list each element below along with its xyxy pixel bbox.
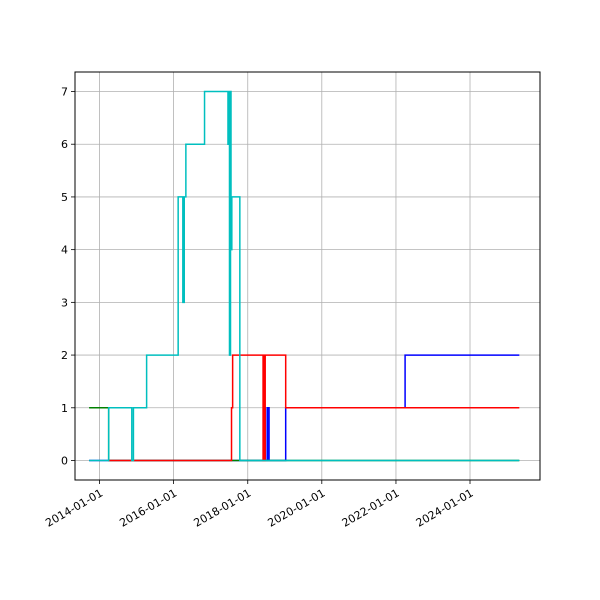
series-line-3 xyxy=(89,90,520,462)
y-tick-label: 1 xyxy=(61,402,68,415)
x-axis: 2014-01-01 2016-01-01 2018-01-01 2020-01-01… xyxy=(43,480,476,530)
y-tick-label: 7 xyxy=(61,86,68,99)
y-tick-label: 4 xyxy=(61,244,68,257)
y-tick-label: 3 xyxy=(61,296,68,309)
x-tick-label: 2022-01-01 xyxy=(340,486,402,529)
y-tick-label: 0 xyxy=(61,454,68,467)
grid xyxy=(75,72,540,480)
series-line-2 xyxy=(108,354,520,462)
x-tick-label: 2018-01-01 xyxy=(192,486,254,529)
series-line-1 xyxy=(89,407,520,462)
y-tick-label: 2 xyxy=(61,349,68,362)
x-tick-label: 2016-01-01 xyxy=(117,486,179,529)
y-axis: 0 1 2 3 4 5 6 7 xyxy=(61,86,75,467)
y-tick-label: 5 xyxy=(61,191,68,204)
x-tick-label: 2020-01-01 xyxy=(266,486,328,529)
y-tick-label: 6 xyxy=(61,138,68,151)
x-tick-label: 2014-01-01 xyxy=(43,486,105,529)
plot-series xyxy=(89,90,520,462)
x-tick-label: 2024-01-01 xyxy=(414,486,476,529)
plot-frame xyxy=(74,71,541,481)
